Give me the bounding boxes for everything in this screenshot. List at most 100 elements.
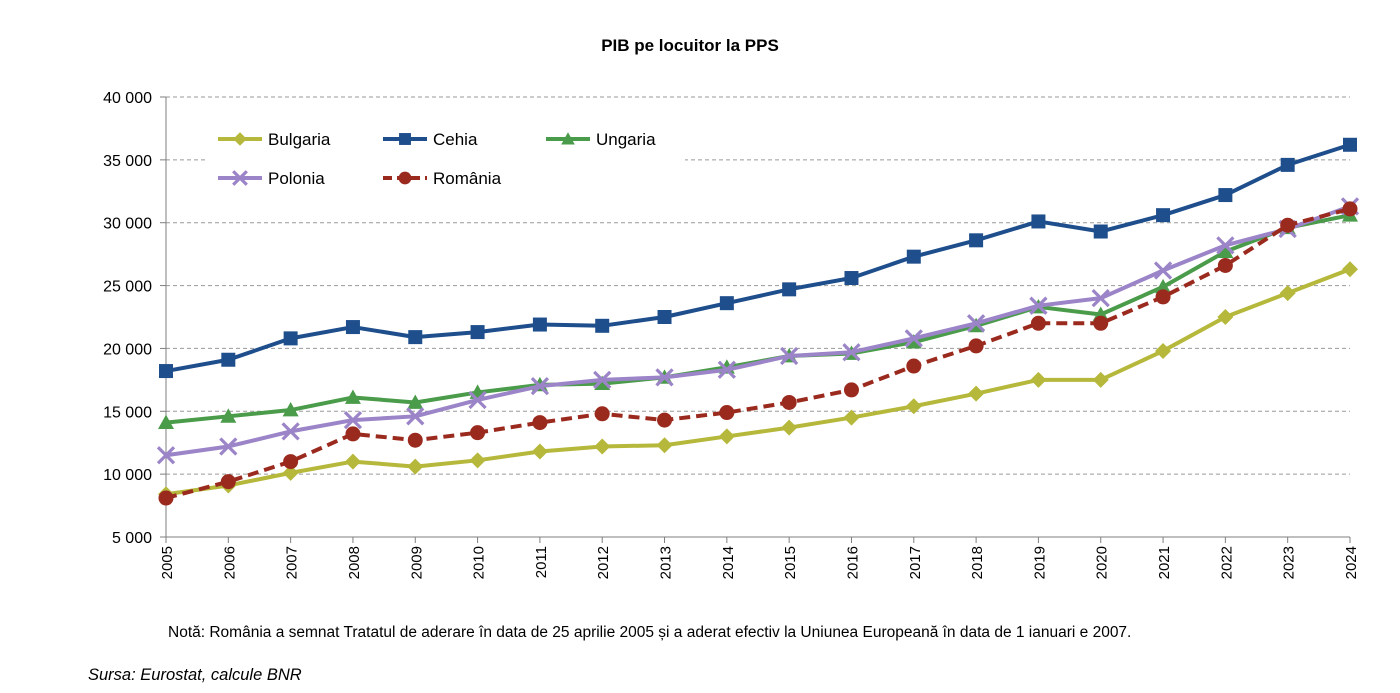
data-point (1155, 278, 1172, 294)
data-point (343, 410, 363, 430)
data-point (468, 390, 487, 410)
y-axis-ticks: 5 000 10 000 15 000 20 000 25 000 30 000 35 00… (103, 90, 152, 547)
data-point (905, 398, 922, 415)
x-tick-label: 2005 (159, 546, 176, 579)
x-tick-label: 2009 (408, 546, 425, 579)
data-point (1093, 224, 1108, 239)
data-point (159, 364, 173, 379)
x-tick-label: 2008 (346, 546, 363, 579)
data-point (594, 406, 610, 422)
y-tick-label: 25 000 (103, 279, 152, 296)
data-point (282, 402, 299, 417)
x-tick-label: 2016 (844, 546, 861, 579)
series-polonia (156, 197, 1360, 465)
legend-background (205, 118, 685, 196)
x-axis-ticks: 2005 2006 2007 2008 2009 2010 2011 2012 2013 2014… (159, 546, 1360, 579)
data-point (717, 360, 736, 379)
y-tick-label: 15 000 (103, 404, 152, 421)
data-point (407, 432, 423, 448)
legend-label: Ungaria (596, 130, 656, 149)
legend-item-bulgaria: Bulgaria (218, 130, 331, 149)
legend-label: Cehia (433, 130, 478, 149)
data-point (595, 318, 610, 333)
data-point (1092, 371, 1109, 388)
data-point (407, 458, 424, 475)
series-ungaria (158, 207, 1358, 429)
x-tick-label: 2014 (720, 546, 737, 579)
data-point (1280, 217, 1296, 233)
data-point (1155, 342, 1172, 359)
legend-item-polonia: Polonia (218, 169, 325, 188)
data-point (906, 249, 921, 264)
data-point (1153, 261, 1173, 280)
legend-item-românia: România (383, 169, 502, 188)
y-tick-label: 10 000 (103, 467, 152, 484)
y-tick-label: 30 000 (103, 216, 152, 233)
legend-label: Polonia (268, 169, 325, 188)
data-point (220, 408, 237, 423)
data-point (1030, 315, 1046, 331)
data-point (283, 331, 298, 346)
x-tick-label: 2023 (1281, 546, 1298, 579)
data-point (1093, 315, 1109, 331)
chart-note: Notă: România a semnat Tratatul de adera… (168, 624, 1132, 641)
x-tick-label: 2021 (1156, 546, 1173, 579)
data-point (655, 368, 674, 387)
data-point (781, 394, 797, 410)
data-point (1342, 261, 1358, 278)
x-tick-label: 2010 (471, 546, 488, 579)
data-point (408, 330, 423, 345)
data-point (594, 438, 611, 455)
legend-item-ungaria: Ungaria (546, 130, 656, 149)
data-point (1155, 289, 1171, 305)
data-point (719, 405, 735, 421)
data-point (1279, 285, 1296, 302)
data-point (281, 422, 300, 441)
series-line (165, 204, 1351, 458)
series-line (165, 142, 1351, 374)
data-point (843, 409, 860, 426)
data-point (968, 338, 984, 354)
legend-label: România (433, 169, 502, 188)
data-point (968, 385, 985, 402)
x-tick-label: 2011 (533, 546, 550, 578)
data-point (1031, 214, 1046, 229)
data-point (158, 490, 174, 506)
data-point (906, 358, 922, 374)
data-point (156, 446, 176, 465)
data-point (781, 419, 798, 436)
series-line (165, 206, 1351, 500)
series-românia (158, 201, 1358, 506)
data-point (1280, 157, 1295, 172)
x-tick-label: 2019 (1031, 546, 1048, 579)
data-point (282, 464, 299, 481)
data-point (657, 310, 672, 324)
axes (160, 96, 1351, 543)
data-point (399, 133, 411, 145)
data-point (780, 346, 799, 366)
data-point (905, 334, 922, 349)
data-point (407, 394, 424, 409)
line-chart: 5 000 10 000 15 000 20 000 25 000 30 000 35 00… (103, 90, 1360, 579)
x-tick-label: 2013 (658, 546, 675, 579)
data-point (719, 296, 734, 311)
data-point (1217, 309, 1234, 325)
y-tick-label: 35 000 (103, 153, 152, 170)
x-tick-label: 2020 (1094, 546, 1111, 579)
data-point (843, 382, 859, 398)
data-point (593, 370, 612, 389)
data-point (233, 132, 247, 146)
data-point (1216, 236, 1235, 255)
data-point (221, 352, 236, 367)
data-point (469, 452, 486, 469)
series-line (165, 213, 1351, 425)
data-point (718, 428, 735, 445)
data-point (594, 375, 611, 391)
data-point (530, 377, 550, 396)
data-point (842, 343, 861, 362)
data-point (1029, 296, 1048, 315)
data-point (1217, 257, 1233, 273)
series-group (156, 137, 1360, 506)
data-point (561, 132, 575, 145)
data-point (966, 314, 986, 333)
